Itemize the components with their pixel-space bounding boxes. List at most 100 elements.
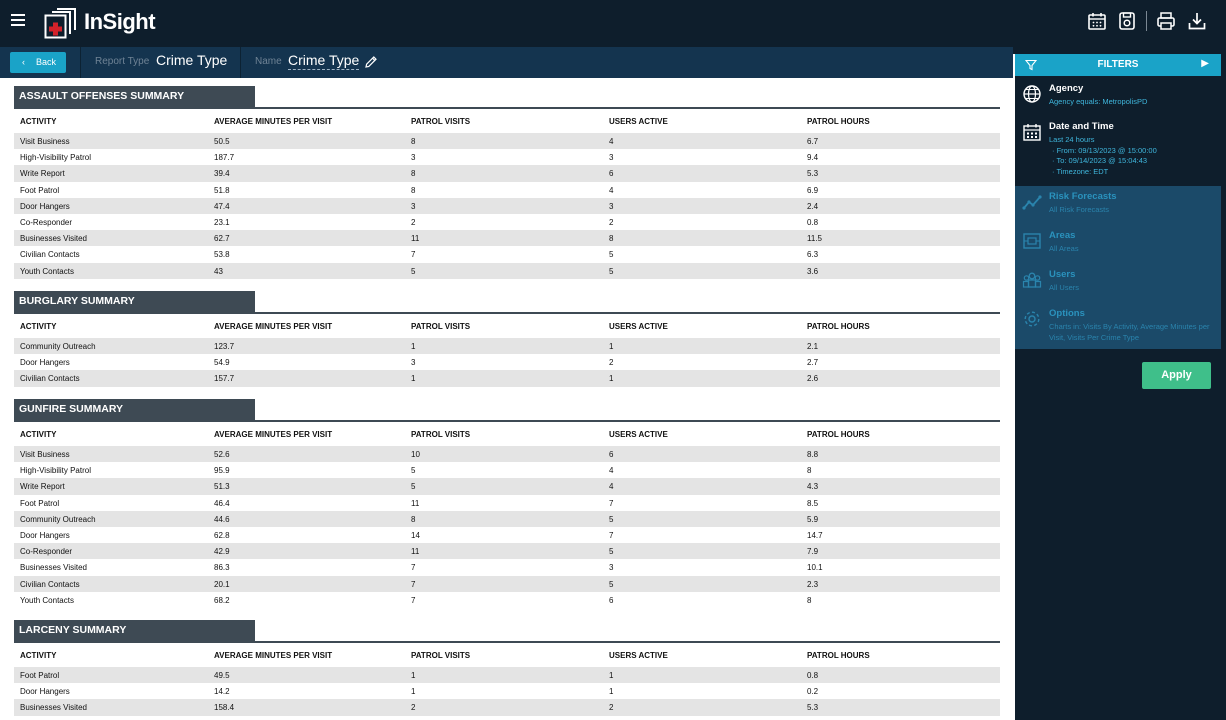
section-title: GUNFIRE SUMMARY <box>14 399 255 420</box>
report-type-value: Crime Type <box>156 52 228 68</box>
table-cell: Foot Patrol <box>20 498 60 508</box>
section-title: LARCENY SUMMARY <box>14 620 255 641</box>
table-row: Businesses Visited 62.7 11 8 11.5 <box>14 230 1000 247</box>
column-header: AVERAGE MINUTES PER VISIT <box>214 117 333 126</box>
table-cell: 86.3 <box>214 563 230 573</box>
table-cell: 2 <box>609 358 614 368</box>
section-header: LARCENY SUMMARY <box>14 620 1000 643</box>
table-cell: 7 <box>609 498 614 508</box>
table-cell: Door Hangers <box>20 687 70 697</box>
table-cell: Businesses Visited <box>20 563 87 573</box>
table-cell: 5 <box>411 466 416 476</box>
filter-options[interactable]: Options Charts in: Visits By Activity, Av… <box>1015 303 1221 349</box>
pencil-edit-icon[interactable] <box>364 55 378 69</box>
table-cell: 3 <box>411 201 416 211</box>
apply-button[interactable]: Apply <box>1142 362 1211 389</box>
filter-title: Areas <box>1049 230 1076 241</box>
filter-summary-line: · To: 09/14/2023 @ 15:04:43 <box>1052 156 1148 165</box>
report-toolbar: ‹ Back Report Type Crime Type Name Crime… <box>0 47 1013 78</box>
table-cell: 50.5 <box>214 137 230 146</box>
report-content: ASSAULT OFFENSES SUMMARY ACTIVITY AVERAGE … <box>0 78 1013 720</box>
sidebar-frame <box>1013 47 1226 54</box>
column-header: PATROL HOURS <box>807 430 870 439</box>
filters-header[interactable]: FILTERS ▶ <box>1015 54 1221 76</box>
users-icon <box>1022 272 1042 288</box>
table-body: Community Outreach 123.7 1 1 2.1 Door Hangers… <box>14 338 1000 387</box>
filter-summary: Agency equals: MetropolisPD <box>1049 97 1217 108</box>
filter-title: Risk Forecasts <box>1049 191 1117 202</box>
filter-summary: All Risk Forecasts <box>1049 205 1217 216</box>
table-cell: 2.6 <box>807 374 819 384</box>
table-cell: 46.4 <box>214 498 230 508</box>
table-cell: High-Visibility Patrol <box>20 466 91 476</box>
table-cell: 7 <box>411 563 416 573</box>
table-cell: Foot Patrol <box>20 671 60 680</box>
filter-summary: All Areas <box>1049 244 1217 255</box>
table-row: High-Visibility Patrol 95.9 5 4 8 <box>14 462 1000 478</box>
table-cell: 3 <box>411 358 416 368</box>
table-cell: Co-Responder <box>20 217 73 227</box>
calendar-icon <box>1023 124 1041 141</box>
insight-logo-icon <box>44 8 76 39</box>
column-header: PATROL VISITS <box>411 430 471 439</box>
table-row: High-Visibility Patrol 187.7 3 3 9.4 <box>14 149 1000 165</box>
table-cell: Civilian Contacts <box>20 374 80 384</box>
table-cell: 43 <box>214 266 223 276</box>
table-cell: 51.3 <box>214 482 230 492</box>
caret-right-icon[interactable]: ▶ <box>1201 58 1209 69</box>
section-title: BURGLARY SUMMARY <box>14 291 255 312</box>
table-cell: 1 <box>609 671 614 680</box>
table-row: Write Report 39.4 8 6 5.3 <box>14 165 1000 182</box>
filter-date-and-time[interactable]: Date and Time Last 24 hours · From: 09/13/… <box>1015 116 1221 186</box>
back-button[interactable]: ‹ Back <box>10 52 66 73</box>
table-row: Youth Contacts 68.2 7 6 8 <box>14 592 1000 608</box>
download-button-icon[interactable] <box>1186 10 1208 32</box>
table-cell: 1 <box>609 687 614 697</box>
table-cell: Door Hangers <box>20 201 70 211</box>
table-row: Community Outreach 123.7 1 1 2.1 <box>14 338 1000 355</box>
filter-areas[interactable]: Areas All Areas <box>1015 225 1221 264</box>
summary-section: LARCENY SUMMARY ACTIVITY AVERAGE MINUTES P… <box>14 620 1000 716</box>
table-row: Civilian Contacts 53.8 7 5 6.3 <box>14 246 1000 262</box>
filter-summary: Charts in: Visits By Activity, Average M… <box>1049 322 1217 343</box>
column-header: USERS ACTIVE <box>609 651 668 660</box>
table-cell: 10 <box>411 450 420 459</box>
table-cell: Community Outreach <box>20 342 96 351</box>
table-cell: Businesses Visited <box>20 234 87 244</box>
hamburger-menu-icon[interactable] <box>11 14 25 26</box>
filter-summary-line: Last 24 hours <box>1049 135 1095 144</box>
table-cell: Door Hangers <box>20 530 70 540</box>
table-cell: 10.1 <box>807 563 823 573</box>
table-cell: 5 <box>609 514 614 524</box>
table-cell: 6.3 <box>807 250 819 260</box>
column-header: PATROL VISITS <box>411 322 471 331</box>
table-cell: 0.8 <box>807 671 819 680</box>
table-cell: Visit Business <box>20 450 70 459</box>
table-row: Co-Responder 23.1 2 2 0.8 <box>14 214 1000 230</box>
report-name-value[interactable]: Crime Type <box>288 52 360 70</box>
filter-users[interactable]: Users All Users <box>1015 264 1221 303</box>
calendar-button-icon[interactable] <box>1086 10 1108 32</box>
table-cell: 68.2 <box>214 595 230 605</box>
summary-section: GUNFIRE SUMMARY ACTIVITY AVERAGE MINUTES P… <box>14 399 1000 608</box>
column-header: PATROL VISITS <box>411 651 471 660</box>
print-button-icon[interactable] <box>1155 10 1177 32</box>
top-bar: InSight <box>0 0 1226 47</box>
table-cell: 5.3 <box>807 703 819 713</box>
save-button-icon[interactable] <box>1116 10 1138 32</box>
filter-summary-line: All Users <box>1049 283 1080 292</box>
table-row: Community Outreach 44.6 8 5 5.9 <box>14 510 1000 527</box>
table-row: Door Hangers 47.4 3 3 2.4 <box>14 197 1000 214</box>
filter-summary-line: Agency equals: MetropolisPD <box>1049 97 1148 106</box>
table-row: Businesses Visited 86.3 7 3 10.1 <box>14 559 1000 575</box>
table-header-row: ACTIVITY AVERAGE MINUTES PER VISIT PATROL … <box>14 314 1000 338</box>
filter-risk-forecasts[interactable]: Risk Forecasts All Risk Forecasts <box>1015 186 1221 225</box>
table-cell: 7.9 <box>807 547 819 557</box>
filters-title: FILTERS <box>1097 59 1139 70</box>
table-cell: 123.7 <box>214 342 235 351</box>
table-header-row: ACTIVITY AVERAGE MINUTES PER VISIT PATROL … <box>14 643 1000 667</box>
filter-agency[interactable]: Agency Agency equals: MetropolisPD <box>1015 78 1221 116</box>
table-cell: 3 <box>411 153 416 163</box>
section-header: ASSAULT OFFENSES SUMMARY <box>14 86 1000 109</box>
table-cell: 8.5 <box>807 498 819 508</box>
